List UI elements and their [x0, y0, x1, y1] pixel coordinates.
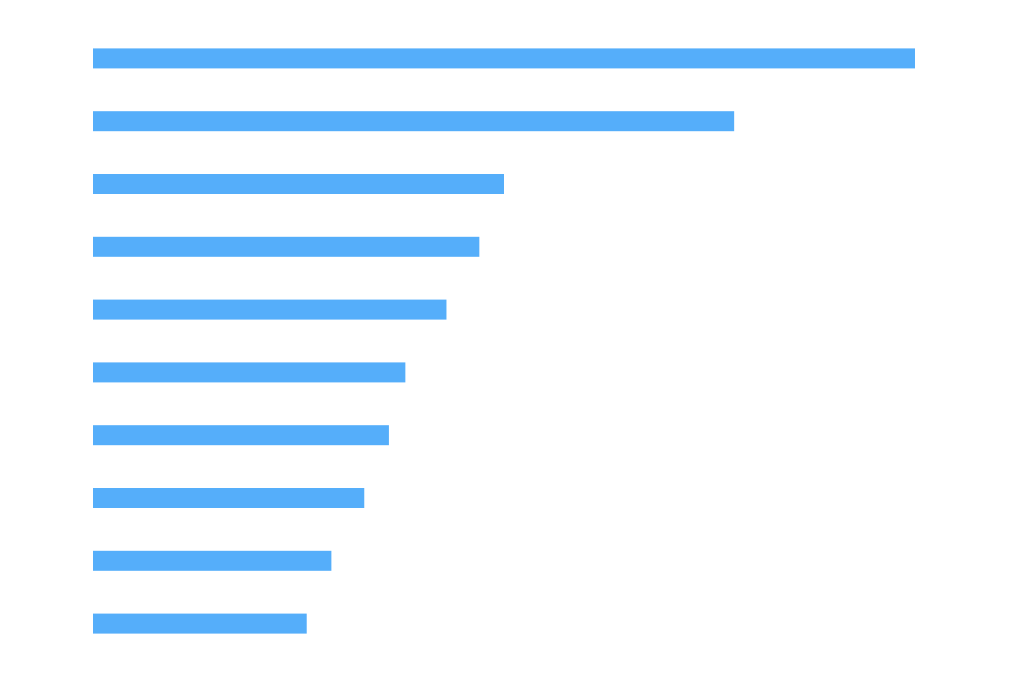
bar — [93, 48, 915, 69]
bar — [93, 299, 447, 320]
bar — [93, 488, 365, 508]
bar — [93, 111, 735, 132]
bar — [93, 236, 480, 257]
bar — [93, 613, 307, 634]
bar — [93, 362, 406, 383]
bar — [93, 425, 389, 446]
bar — [93, 174, 504, 194]
bar — [93, 550, 332, 571]
